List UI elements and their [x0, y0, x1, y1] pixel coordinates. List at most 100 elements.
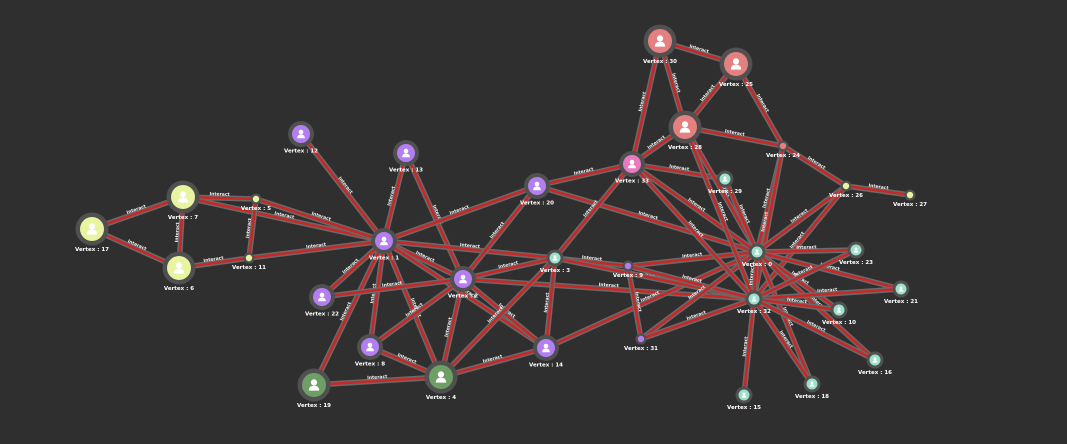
graph-vertex[interactable]: Vertex : 4 [424, 360, 458, 402]
person-icon-head [752, 296, 756, 300]
vertex-label: Vertex : 2 [448, 294, 478, 300]
graph-vertex[interactable]: Vertex : 28 [668, 110, 702, 152]
person-icon-head [88, 223, 96, 230]
graph-edge[interactable]: Interact [843, 183, 913, 198]
person-icon-body [542, 348, 550, 353]
graph-edge[interactable]: Interact [751, 143, 786, 302]
person-icon-body [872, 360, 878, 363]
edge-label: Interact [819, 262, 841, 273]
graph-vertex[interactable]: Vertex : 30 [643, 24, 677, 66]
vertex-label: Vertex : 23 [839, 260, 873, 266]
graph-edge[interactable]: Interact [625, 263, 644, 342]
graph-edge[interactable]: Interact [638, 296, 757, 342]
vertex-circle [245, 254, 253, 262]
graph-edge[interactable]: Interact [780, 143, 849, 189]
graph-vertex[interactable]: Vertex : 32 [737, 290, 771, 316]
edge-line [755, 250, 814, 386]
graph-edge[interactable]: Interact [180, 194, 387, 244]
graph-edge[interactable]: Interact [245, 196, 259, 261]
person-icon-head [319, 292, 325, 298]
graph-edge[interactable]: Interact [751, 247, 859, 302]
graph-vertex[interactable]: Vertex : 17 [75, 212, 109, 254]
person-icon [552, 255, 558, 261]
vertex-label: Vertex : 25 [719, 82, 753, 88]
graph-vertex[interactable]: Vertex : 26 [829, 180, 863, 200]
edge-line [553, 162, 634, 260]
graph-edge[interactable]: Interact [754, 249, 904, 292]
vertex-label: Vertex : 7 [168, 215, 198, 221]
graph-vertex[interactable]: Vertex : 21 [884, 280, 918, 306]
person-icon [628, 159, 636, 169]
graph-edge[interactable]: Interact [754, 244, 859, 255]
graph-vertex[interactable]: Vertex : 2 [448, 266, 478, 300]
edge-line [312, 239, 386, 387]
vertex-label: Vertex : 15 [727, 405, 761, 411]
graph-edge[interactable]: Interact [298, 131, 387, 244]
vertex-label: Vertex : 6 [164, 286, 194, 292]
graph-vertex[interactable]: Vertex : 8 [355, 334, 385, 368]
graph-vertex[interactable]: Vertex : 29 [708, 170, 742, 196]
person-icon-head [367, 342, 373, 348]
vertex-label: Vertex : 13 [389, 168, 423, 174]
vertex-label: Vertex : 21 [884, 299, 918, 305]
graph-vertex[interactable]: Vertex : 12 [284, 121, 318, 155]
graph-vertex[interactable]: Vertex : 20 [520, 173, 554, 207]
graph-vertex[interactable]: Vertex : 33 [615, 151, 649, 185]
graph-vertex[interactable]: Vertex : 7 [166, 180, 200, 222]
graph-vertex[interactable]: Vertex : 25 [719, 47, 753, 89]
graph-vertex[interactable]: Vertex : 22 [305, 284, 339, 318]
graph-edge[interactable]: Interact [381, 238, 558, 261]
edge-label: Interact [760, 211, 770, 233]
graph-vertex[interactable]: Vertex : 15 [727, 386, 761, 412]
graph-vertex[interactable]: Vertex : 27 [893, 189, 927, 209]
graph-edge[interactable]: Interact [381, 150, 409, 244]
vertex-label: Vertex : 1 [369, 256, 399, 262]
graph-edge[interactable]: Interact [311, 374, 444, 388]
graph-edge[interactable]: Interact [381, 183, 540, 244]
graph-vertex[interactable]: Vertex : 24 [766, 140, 800, 160]
graph-vertex[interactable]: Vertex : 3 [540, 249, 570, 275]
graph-edge[interactable]: Interact [543, 255, 558, 351]
graph-vertex[interactable]: Vertex : 11 [232, 252, 266, 272]
graph-vertex[interactable]: Vertex : 18 [795, 375, 829, 401]
graph-vertex[interactable]: Vertex : 23 [839, 241, 873, 267]
graph-edge[interactable]: Interact [751, 296, 878, 363]
graph-vertex[interactable]: Vertex : 9 [613, 260, 643, 280]
graph-edge[interactable]: Interact [460, 255, 558, 282]
graph-edge[interactable]: Interact [751, 286, 904, 302]
graph-vertex[interactable]: Vertex : 5 [241, 193, 271, 213]
edge-line [312, 375, 443, 387]
graph-edge[interactable]: Interact [534, 161, 635, 189]
edge-line [439, 346, 548, 379]
graph-vertex[interactable]: Vertex : 14 [529, 335, 563, 369]
vertex-label: Vertex : 16 [858, 370, 892, 376]
person-icon-head [837, 307, 841, 311]
person-icon-body [380, 241, 388, 246]
vertex-circle [624, 262, 632, 270]
graph-edge[interactable]: Interact [629, 38, 663, 167]
graph-edge[interactable]: Interact [246, 238, 387, 261]
graph-edge[interactable]: Interact [741, 296, 757, 398]
graph-vertex[interactable]: Vertex : 31 [624, 333, 658, 353]
graph-edge[interactable]: Interact [534, 183, 760, 255]
graph-edge[interactable]: Interact [460, 276, 757, 302]
graph-edge[interactable]: Interact [751, 296, 842, 313]
graph-edge[interactable]: Interact [319, 276, 466, 300]
graph-vertex[interactable]: Vertex : 10 [822, 301, 856, 327]
graph-edge[interactable]: Interact [438, 276, 466, 380]
graph-vertex[interactable]: Vertex : 0 [742, 243, 772, 269]
graph-vertex[interactable]: Vertex : 13 [389, 140, 423, 174]
graph-edge[interactable]: Interact [438, 345, 549, 380]
graph-edge[interactable]: Interact [629, 161, 728, 182]
graph-vertex[interactable]: Vertex : 1 [369, 228, 399, 262]
graph-edge[interactable]: Interact [682, 124, 786, 149]
vertex-circle [252, 195, 260, 203]
graph-edge[interactable]: Interact [625, 263, 757, 302]
person-icon-head [899, 286, 903, 290]
graph-vertex[interactable]: Vertex : 16 [858, 351, 892, 377]
person-icon-head [656, 35, 664, 42]
graph-vertex[interactable]: Vertex : 6 [162, 251, 196, 293]
graph-vertex[interactable]: Vertex : 19 [297, 368, 331, 410]
edge-line [535, 162, 634, 188]
